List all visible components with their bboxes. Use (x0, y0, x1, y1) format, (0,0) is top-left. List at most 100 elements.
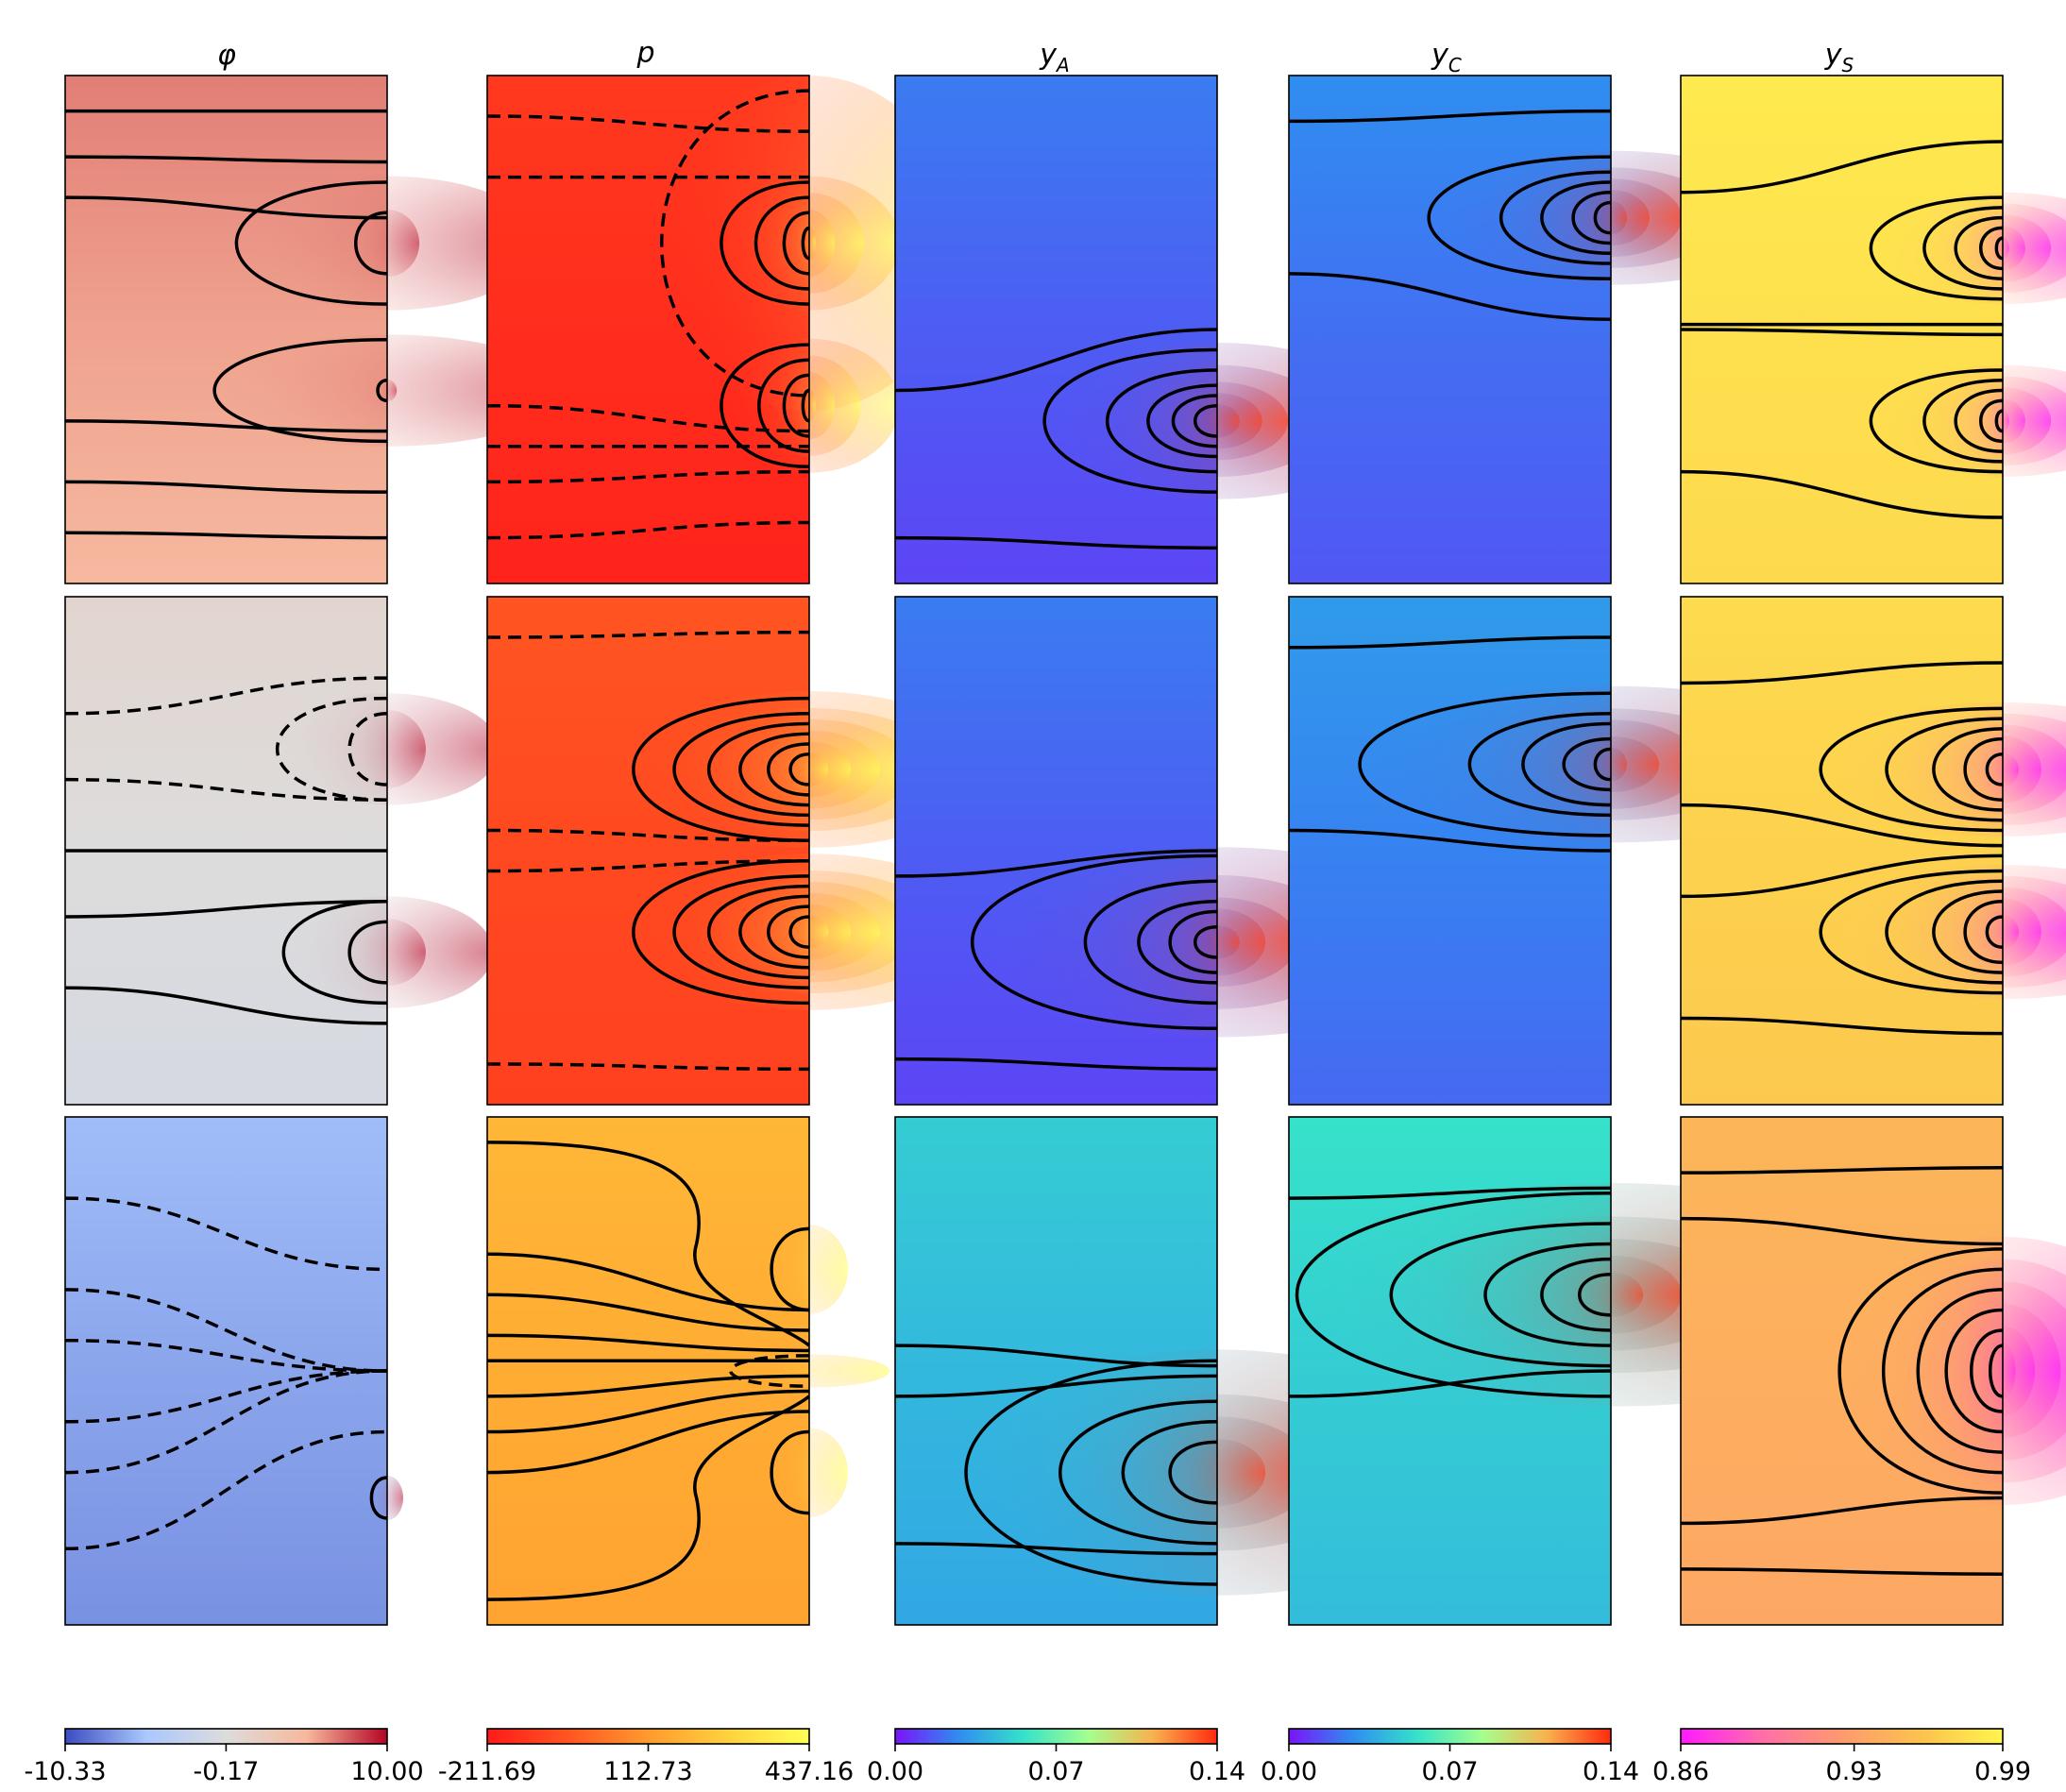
panel-yS-row3 (1680, 1116, 2066, 1626)
contour-line (1058, 1399, 1217, 1546)
panel-frame (1680, 1116, 2004, 1626)
contour-line (1578, 1273, 1611, 1317)
contour-line (1922, 379, 2003, 464)
colorbar-tick-label: 0.00 (867, 1757, 923, 1786)
contour-line (1944, 1308, 2003, 1434)
contour-line (1681, 1496, 2003, 1526)
contour-line (1954, 388, 2003, 453)
contour-line (738, 732, 809, 807)
contour-line (782, 211, 809, 276)
contour-line (895, 849, 1217, 878)
contour-line (1137, 900, 1217, 985)
colorbar-tick-label: 10.00 (350, 1757, 423, 1786)
contour-line (801, 226, 809, 261)
panel-frame (64, 1116, 388, 1626)
contour-line (281, 900, 387, 1006)
contour-line (782, 373, 809, 438)
contour-line (212, 338, 387, 444)
contour-line (1540, 1257, 1611, 1332)
contour-line (487, 1141, 809, 1347)
contour-line (65, 419, 387, 433)
contour-line (1289, 635, 1611, 650)
panel-field (65, 76, 387, 583)
contour-line (964, 1359, 1217, 1586)
colorbar-tick-label: 0.00 (1261, 1757, 1317, 1786)
contour-line (1289, 828, 1611, 853)
contour-line (1194, 924, 1217, 959)
contour-line (1499, 170, 1611, 265)
contour-line (672, 711, 809, 827)
contour-line (65, 986, 387, 1025)
contour-line (1885, 879, 2003, 985)
contour-line (65, 1288, 387, 1373)
colorbar-tick-label: 0.93 (1826, 1757, 1883, 1786)
contour-line (720, 343, 809, 469)
contour-line (487, 1252, 809, 1312)
contour-line (487, 520, 809, 540)
colorbar-tick-label: 112.73 (603, 1757, 692, 1786)
contour-line (65, 195, 387, 220)
colorbar-tick-label: 0.14 (1189, 1757, 1245, 1786)
contour-line (895, 328, 1217, 393)
contour-line (706, 884, 809, 980)
contour-line (767, 742, 809, 797)
contour-line (234, 180, 387, 306)
colorbar-bar (486, 1728, 810, 1745)
colorbar-p: -211.69 112.73 437.16 (438, 1728, 854, 1786)
colorbar-tick-label: 0.99 (1974, 1757, 2031, 1786)
contour-line (65, 1369, 387, 1475)
colorbar-tick-label: 0.86 (1652, 1757, 1709, 1786)
panel-phi-row2 (64, 596, 500, 1106)
contour-line (1681, 1166, 2003, 1175)
contour-line (1389, 1222, 1611, 1368)
panel-frame (1288, 596, 1612, 1106)
column-title-yA: yA (1039, 39, 1069, 76)
panel-yS-row2 (1680, 596, 2066, 1106)
contour-line (1994, 236, 2003, 261)
panel-frame (1680, 75, 2004, 584)
contour-line (1819, 869, 2003, 995)
contour-line (1483, 1242, 1611, 1347)
contour-line (1681, 1216, 2003, 1246)
colorbar-tick-label: 0.07 (1027, 1757, 1084, 1786)
contour-line (1985, 752, 2003, 786)
panel-yA-row1 (894, 75, 1395, 584)
contour-line (1994, 409, 2003, 433)
contour-line (1881, 1267, 2003, 1475)
contour-line (1985, 915, 2003, 949)
contour-line (1681, 469, 2003, 519)
contour-line (65, 1338, 387, 1373)
contour-line (1932, 889, 2003, 974)
contour-line (1168, 1440, 1217, 1505)
contour-line (1681, 328, 2003, 337)
panel-frame (1288, 75, 1612, 584)
contour-line (632, 859, 809, 1006)
column-title-p: p (635, 37, 654, 70)
contour-line (788, 752, 809, 786)
contour-line (369, 1476, 387, 1520)
contour-line (1194, 403, 1217, 438)
contour-line (1869, 195, 2003, 301)
column-title-yS: yS (1824, 39, 1854, 76)
contour-line (729, 1354, 809, 1388)
colorbar-tick-label: -0.17 (193, 1757, 259, 1786)
contour-line (1540, 180, 1611, 256)
panel-grid (64, 75, 2066, 1626)
contour-line (1106, 368, 1217, 474)
contour-line (65, 531, 387, 540)
panel-frame (64, 75, 388, 584)
contour-line (1916, 1288, 2003, 1454)
contour-line (1571, 190, 1611, 245)
contour-line (487, 630, 809, 639)
contour-line (895, 1542, 1217, 1556)
contour-line (1954, 215, 2003, 280)
contour-line (1358, 691, 1611, 837)
contour-line (757, 358, 809, 453)
contour-line (1963, 736, 2003, 802)
colorbar-yA: 0.00 0.07 0.14 (867, 1728, 1245, 1786)
contour-line (1979, 226, 2003, 271)
panel-frame (486, 1116, 810, 1626)
contour-line (895, 535, 1217, 550)
contour-line (1932, 727, 2003, 812)
panel-field (487, 597, 809, 1105)
